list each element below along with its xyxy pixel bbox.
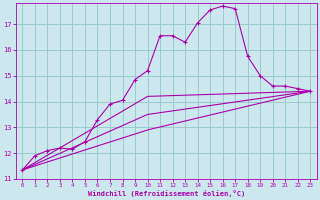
X-axis label: Windchill (Refroidissement éolien,°C): Windchill (Refroidissement éolien,°C) xyxy=(88,190,245,197)
